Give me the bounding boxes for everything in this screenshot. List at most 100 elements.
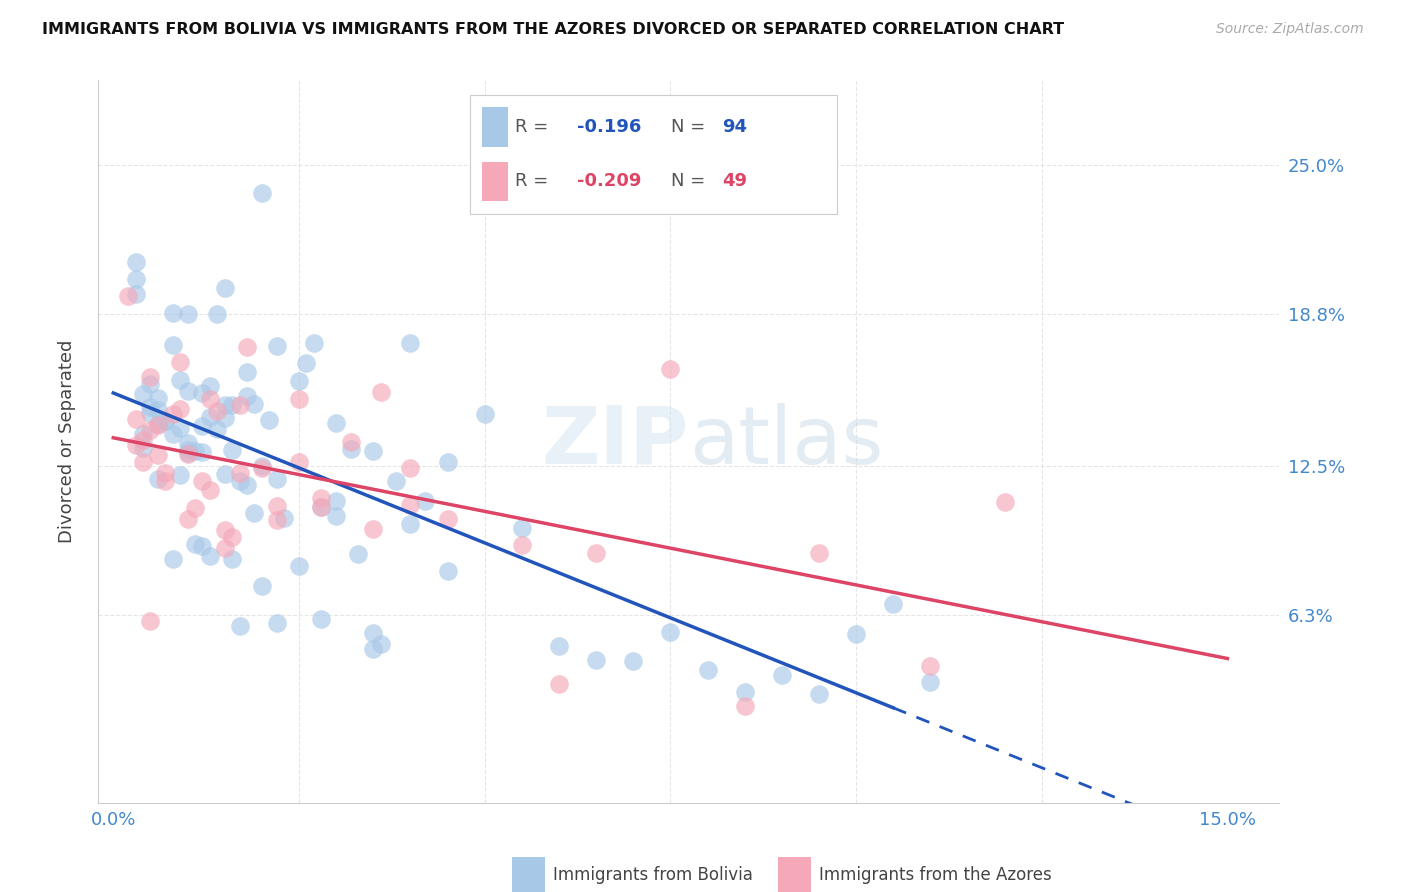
Point — [155, 466, 177, 480]
Point — [621, 654, 644, 668]
Point — [807, 687, 830, 701]
Point — [266, 472, 288, 486]
Point — [309, 611, 332, 625]
Point — [162, 426, 184, 441]
Point — [176, 384, 198, 398]
FancyBboxPatch shape — [471, 95, 837, 214]
Point — [370, 385, 392, 400]
Point — [399, 461, 422, 475]
Point — [124, 412, 146, 426]
Point — [361, 444, 384, 458]
Point — [920, 658, 942, 673]
Text: N =: N = — [671, 119, 711, 136]
Point — [228, 619, 250, 633]
Point — [384, 474, 406, 488]
Point — [266, 339, 288, 353]
Point — [176, 446, 198, 460]
Point — [399, 336, 422, 351]
Point — [696, 664, 718, 678]
Point — [585, 652, 607, 666]
Point — [139, 401, 162, 415]
FancyBboxPatch shape — [482, 107, 508, 147]
Point — [266, 499, 288, 513]
Point — [198, 549, 221, 563]
Text: IMMIGRANTS FROM BOLIVIA VS IMMIGRANTS FROM THE AZORES DIVORCED OR SEPARATED CORR: IMMIGRANTS FROM BOLIVIA VS IMMIGRANTS FR… — [42, 22, 1064, 37]
FancyBboxPatch shape — [512, 857, 546, 892]
Point — [132, 441, 155, 455]
Point — [132, 426, 155, 441]
Point — [221, 398, 243, 412]
Point — [295, 356, 318, 370]
Point — [146, 448, 169, 462]
Point — [184, 444, 207, 458]
Point — [184, 500, 207, 515]
Point — [325, 494, 347, 508]
Point — [273, 511, 295, 525]
Point — [347, 547, 370, 561]
Point — [169, 467, 191, 482]
Point — [184, 537, 207, 551]
Text: R =: R = — [516, 119, 554, 136]
Point — [162, 338, 184, 352]
Text: atlas: atlas — [689, 402, 883, 481]
Point — [162, 407, 184, 421]
Point — [162, 552, 184, 566]
Point — [302, 335, 325, 350]
Point — [146, 402, 169, 417]
Point — [370, 637, 392, 651]
Point — [250, 579, 273, 593]
Point — [176, 442, 198, 457]
Point — [221, 443, 243, 458]
Point — [207, 307, 229, 321]
Point — [659, 625, 682, 640]
Text: 94: 94 — [723, 119, 747, 136]
Point — [436, 564, 458, 578]
Point — [191, 418, 214, 433]
Point — [734, 699, 756, 714]
Point — [176, 447, 198, 461]
Point — [124, 438, 146, 452]
Point — [221, 551, 243, 566]
Text: R =: R = — [516, 172, 554, 190]
Point — [169, 401, 191, 416]
Point — [198, 392, 221, 406]
Text: -0.196: -0.196 — [576, 119, 641, 136]
Text: Immigrants from the Azores: Immigrants from the Azores — [818, 866, 1052, 884]
Point — [236, 365, 259, 379]
Point — [325, 416, 347, 430]
Point — [325, 508, 347, 523]
Point — [243, 397, 266, 411]
FancyBboxPatch shape — [778, 857, 811, 892]
Point — [169, 373, 191, 387]
Point — [139, 369, 162, 384]
Point — [548, 676, 571, 690]
Point — [214, 523, 236, 537]
Point — [146, 418, 169, 433]
Point — [214, 280, 236, 294]
Point — [250, 458, 273, 473]
Point — [207, 403, 229, 417]
Point — [659, 362, 682, 376]
Point — [191, 444, 214, 458]
Point — [228, 474, 250, 488]
Point — [146, 472, 169, 486]
Point — [882, 597, 904, 611]
Point — [191, 539, 214, 553]
Point — [214, 411, 236, 425]
Point — [162, 306, 184, 320]
Point — [288, 392, 311, 406]
Point — [510, 538, 533, 552]
Point — [198, 483, 221, 498]
Point — [146, 392, 169, 406]
Point — [243, 506, 266, 520]
Point — [214, 541, 236, 555]
Point — [169, 420, 191, 434]
Point — [214, 398, 236, 412]
Y-axis label: Divorced or Separated: Divorced or Separated — [58, 340, 76, 543]
Point — [207, 422, 229, 436]
Point — [139, 405, 162, 419]
Point — [191, 385, 214, 400]
Point — [236, 477, 259, 491]
Text: -0.209: -0.209 — [576, 172, 641, 190]
Point — [250, 461, 273, 475]
